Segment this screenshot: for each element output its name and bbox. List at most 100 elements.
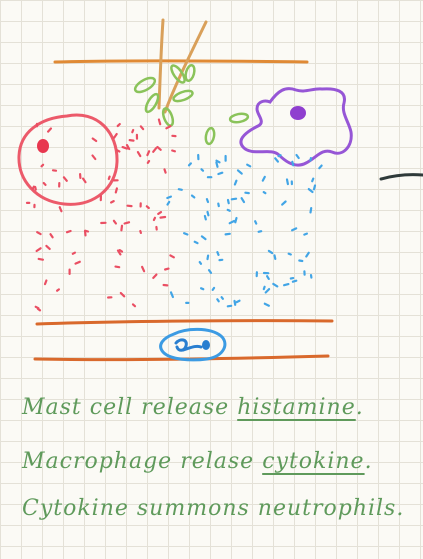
cytokine-dot [200, 235, 207, 241]
bacteria-icon [133, 63, 250, 146]
histamine-dot [43, 279, 48, 286]
cytokine-dot [166, 195, 172, 200]
histamine-dot [163, 168, 167, 174]
histamine-dot [152, 273, 158, 279]
note-neutrophils: Cytokine summons neutrophils. [22, 496, 404, 521]
neutrophil-cell [159, 327, 227, 362]
arrow-stub [379, 173, 423, 181]
histamine-dot [139, 125, 145, 131]
cytokine-dot [305, 251, 310, 258]
cytokine-dot [206, 254, 210, 261]
histamine-dot [164, 267, 170, 271]
histamine-dot [55, 288, 61, 292]
cytokine-dot [262, 285, 266, 291]
histamine-dot [156, 145, 162, 151]
cytokine-dot [283, 283, 290, 287]
cytokine-dot [177, 188, 183, 191]
histamine-dot [112, 219, 118, 225]
histamine-dot [31, 185, 36, 190]
cytokine-dot [205, 198, 210, 204]
note-cytokine-term: cytokine [262, 449, 365, 474]
note-macrophage: Macrophage relase cytokine. [22, 449, 373, 474]
histamine-dot [131, 303, 137, 308]
note-neutrophils-text: Cytokine summons neutrophils. [22, 496, 405, 521]
histamine-dot [136, 151, 142, 158]
cytokine-dot [226, 304, 233, 308]
cytokine-dot [230, 197, 238, 201]
cytokine-dot [277, 154, 282, 158]
cytokine-dot [264, 288, 271, 294]
cytokine-dot [309, 207, 313, 214]
histamine-dot [116, 249, 122, 256]
histamine-dot [62, 176, 68, 182]
cytokine-dot [207, 269, 213, 274]
histamine-dots [25, 118, 177, 312]
cytokine-dot [228, 219, 236, 225]
histamine-dot [109, 200, 115, 204]
histamine-dot [171, 149, 176, 153]
cytokine-dot [266, 275, 270, 280]
note-mast-cell-period: . [355, 395, 364, 420]
cytokine-dot [211, 286, 216, 291]
cytokine-dot [318, 164, 323, 170]
mast-cell [17, 113, 119, 206]
cytokine-dot [193, 240, 199, 245]
histamine-dot [121, 146, 129, 150]
cytokine-dot [263, 302, 270, 307]
histamine-dot [34, 305, 40, 310]
histamine-dot [145, 205, 150, 210]
histamine-dot [139, 229, 142, 234]
histamine-dot [115, 149, 121, 153]
histamine-dot [116, 122, 121, 128]
cytokine-dot [272, 282, 279, 288]
cytokine-dot [216, 251, 220, 256]
histamine-dot [83, 229, 87, 237]
histamine-dot [35, 247, 42, 253]
cytokine-dot [233, 299, 237, 306]
cytokine-dot [307, 188, 314, 194]
histamine-dot [49, 233, 54, 239]
cytokine-dots [166, 153, 323, 308]
histamine-dot [40, 163, 45, 168]
histamine-dot [119, 291, 126, 298]
cytokine-dot [311, 177, 315, 183]
histamine-dot [125, 144, 131, 151]
histamine-dot [37, 257, 45, 261]
cytokine-dot [240, 197, 246, 204]
cytokine-dot [200, 287, 205, 291]
histamine-dot [42, 181, 47, 186]
histamine-dot [169, 254, 175, 259]
histamine-dot [58, 206, 63, 213]
histamine-dot [118, 249, 124, 253]
histamine-dot [165, 125, 172, 130]
histamine-dot [152, 216, 157, 222]
cytokine-dot [169, 291, 174, 299]
note-macrophage-period: . [364, 449, 373, 474]
cytokine-dot [215, 159, 221, 164]
cytokine-dot [235, 299, 241, 304]
cytokine-dot [203, 214, 207, 221]
note-mast-cell-text: Mast cell release [22, 395, 238, 420]
cytokine-dot [287, 252, 292, 256]
cytokine-dot [224, 232, 231, 236]
cytokine-dot [236, 169, 243, 175]
histamine-dot [159, 215, 167, 219]
histamine-dot [146, 159, 151, 164]
histamine-dot [141, 265, 146, 273]
cytokine-dot [291, 227, 298, 232]
note-histamine-term: histamine [237, 395, 356, 420]
cytokine-dot [312, 184, 317, 191]
histamine-dot [81, 177, 87, 184]
histamine-dot [120, 224, 124, 232]
cytokine-dot [254, 220, 258, 225]
histamine-dot [45, 244, 51, 250]
histamine-dot [152, 147, 158, 153]
cytokine-dot [261, 175, 266, 182]
histamine-dot [91, 154, 97, 161]
cytokine-dot [281, 200, 287, 206]
cytokine-dot [234, 216, 238, 224]
histamine-dot [91, 137, 98, 143]
histamine-dot [123, 221, 131, 225]
histamine-dot [157, 118, 162, 126]
